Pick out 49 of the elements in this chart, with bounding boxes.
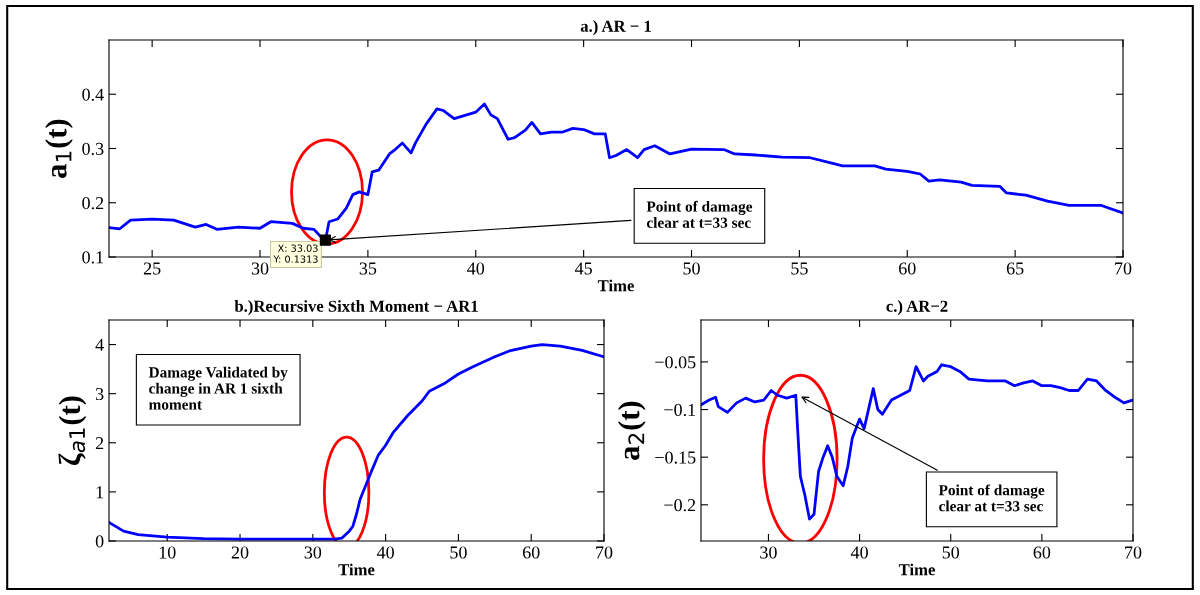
x-axis-title: Time [597,279,634,292]
x-tick-label: 60 [899,262,916,275]
annotation: X: 33.03 Y: 0.1313 [273,244,318,263]
y-tick-label: −0.2 [664,499,696,512]
y-axis-title: a$_{2}$(t) [617,401,646,460]
x-tick-label: 70 [1125,546,1142,559]
y-tick-label: 1 [96,486,104,499]
x-tick-label: 55 [791,262,808,275]
y-tick-label: 3 [95,387,104,401]
y-tick-label: −0.15 [655,451,696,464]
y-axis-title: ζ$_{a1}$(t) [58,396,87,465]
x-axis-title: Time [338,563,375,576]
x-tick-label: 40 [850,546,868,559]
y-tick-label: −0.05 [655,356,696,369]
y-tick-label: 0.3 [82,142,104,156]
x-tick-label: 25 [143,262,161,275]
x-tick-label: 60 [522,546,540,559]
annotation: Damage Validated by change in AR 1 sixth moment [148,366,288,410]
x-tick-label: 50 [450,546,467,559]
x-tick-label: 30 [304,546,322,559]
annotation: Point of damage clear at t=33 sec [938,484,1045,512]
y-tick-label: 0.4 [82,88,104,101]
x-tick-label: 70 [1115,262,1132,275]
x-tick-label: 40 [376,546,394,559]
y-tick-label: 0 [95,535,104,548]
chart-title: c.) AR−2 [886,300,948,316]
annotation: Point of damage clear at t=33 sec [646,200,753,228]
x-tick-label: 45 [574,262,592,275]
chart-title: b.)Recursive Sixth Moment − AR1 [234,300,478,316]
x-tick-label: 40 [467,262,485,275]
x-tick-label: 70 [596,546,613,559]
y-axis-title: a$_{1}$(t) [45,119,73,178]
x-tick-label: 30 [251,262,269,275]
y-tick-label: 0.1 [82,251,104,264]
y-tick-label: 0.2 [82,197,104,210]
y-tick-label: 2 [95,437,104,450]
x-tick-label: 50 [942,546,960,559]
x-tick-label: 20 [231,546,249,559]
chart-title: a.) AR − 1 [580,20,651,36]
y-tick-label: 4 [95,338,104,351]
x-tick-label: 10 [159,546,176,559]
y-tick-label: −0.1 [664,403,696,417]
x-tick-label: 65 [1006,262,1024,275]
x-tick-label: 30 [760,546,777,559]
line-series [701,363,1133,521]
x-axis-title: Time [898,563,935,576]
x-tick-label: 50 [683,262,700,275]
x-tick-label: 60 [1033,546,1051,559]
x-tick-label: 35 [359,262,377,275]
